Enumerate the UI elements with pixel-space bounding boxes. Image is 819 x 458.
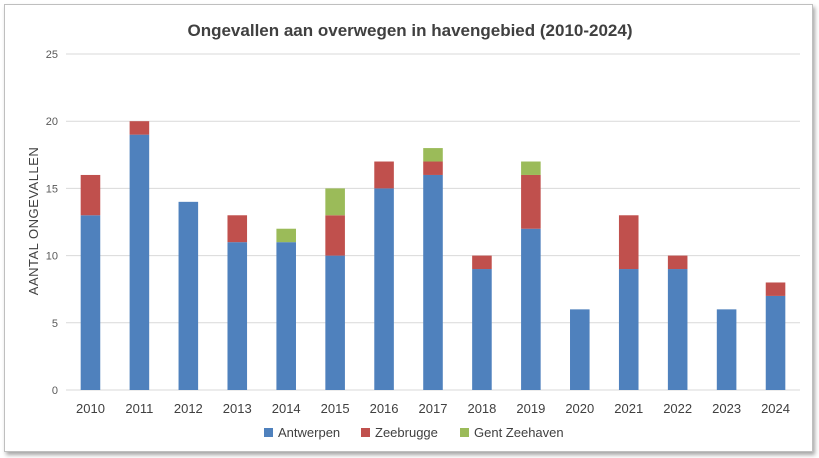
- x-tick-label: 2017: [419, 401, 448, 416]
- y-tick-label: 15: [46, 183, 58, 195]
- x-tick-label: 2013: [223, 401, 252, 416]
- bar-zeebrugge-2024: [765, 282, 786, 296]
- x-tick-label: 2010: [76, 401, 105, 416]
- x-ticks: 2010 2011 2012 2013 2014 2015 2016 2017 2018 2019…: [76, 401, 790, 416]
- bar-zeebrugge-2019: [521, 174, 541, 229]
- y-ticks: 0 5 10 15 20 25: [46, 49, 58, 397]
- bar-gent-zeehaven-2017: [423, 148, 443, 162]
- x-tick-label: 2014: [272, 401, 301, 416]
- bar-antwerpen-2017: [423, 174, 443, 390]
- chart-title: Ongevallen aan overwegen in havengebied …: [187, 21, 632, 40]
- legend-label: Gent Zeehaven: [474, 425, 564, 440]
- legend-label: Antwerpen: [278, 425, 340, 440]
- bar-gent-zeehaven-2014: [276, 228, 296, 243]
- legend-swatch: [264, 428, 273, 437]
- x-tick-label: 2016: [370, 401, 399, 416]
- legend: Antwerpen Zeebrugge Gent Zeehaven: [264, 425, 564, 440]
- bars: [80, 121, 786, 390]
- y-tick-label: 25: [46, 49, 58, 61]
- bar-zeebrugge-2021: [618, 215, 639, 270]
- bar-antwerpen-2023: [716, 309, 737, 390]
- legend-swatch: [460, 428, 469, 437]
- bar-antwerpen-2018: [472, 269, 492, 390]
- bar-zeebrugge-2011: [129, 121, 150, 135]
- bar-zeebrugge-2017: [423, 161, 443, 175]
- bar-antwerpen-2020: [570, 309, 590, 390]
- bar-zeebrugge-2018: [472, 255, 492, 270]
- bar-gent-zeehaven-2015: [325, 188, 345, 216]
- x-tick-label: 2022: [663, 401, 692, 416]
- bar-zeebrugge-2016: [374, 161, 394, 189]
- bar-antwerpen-2010: [80, 215, 101, 390]
- x-tick-label: 2019: [516, 401, 545, 416]
- y-tick-label: 0: [52, 385, 58, 397]
- bar-antwerpen-2011: [129, 134, 150, 390]
- x-tick-label: 2012: [174, 401, 203, 416]
- bar-antwerpen-2012: [178, 201, 199, 390]
- bar-antwerpen-2013: [227, 242, 248, 390]
- bar-antwerpen-2022: [667, 269, 688, 390]
- bar-antwerpen-2021: [618, 269, 639, 390]
- y-tick-label: 5: [52, 318, 58, 330]
- x-tick-label: 2018: [467, 401, 496, 416]
- bar-antwerpen-2014: [276, 242, 296, 390]
- x-tick-label: 2011: [125, 401, 153, 416]
- x-tick-label: 2024: [761, 401, 790, 416]
- bar-antwerpen-2024: [765, 295, 786, 390]
- y-tick-label: 10: [46, 251, 58, 263]
- bar-zeebrugge-2013: [227, 215, 248, 243]
- y-axis-label: AANTAL ONGEVALLEN: [26, 147, 41, 295]
- bar-antwerpen-2015: [325, 255, 345, 390]
- x-tick-label: 2023: [712, 401, 741, 416]
- x-tick-label: 2021: [614, 401, 643, 416]
- legend-label: Zeebrugge: [375, 425, 438, 440]
- x-tick-label: 2020: [565, 401, 594, 416]
- bar-zeebrugge-2022: [667, 255, 688, 270]
- bar-gent-zeehaven-2019: [521, 161, 541, 175]
- bar-antwerpen-2019: [521, 228, 541, 390]
- y-tick-label: 20: [46, 116, 58, 128]
- x-tick-label: 2015: [321, 401, 350, 416]
- legend-swatch: [361, 428, 370, 437]
- bar-zeebrugge-2015: [325, 215, 345, 256]
- bar-zeebrugge-2010: [80, 174, 101, 216]
- bar-antwerpen-2016: [374, 188, 394, 390]
